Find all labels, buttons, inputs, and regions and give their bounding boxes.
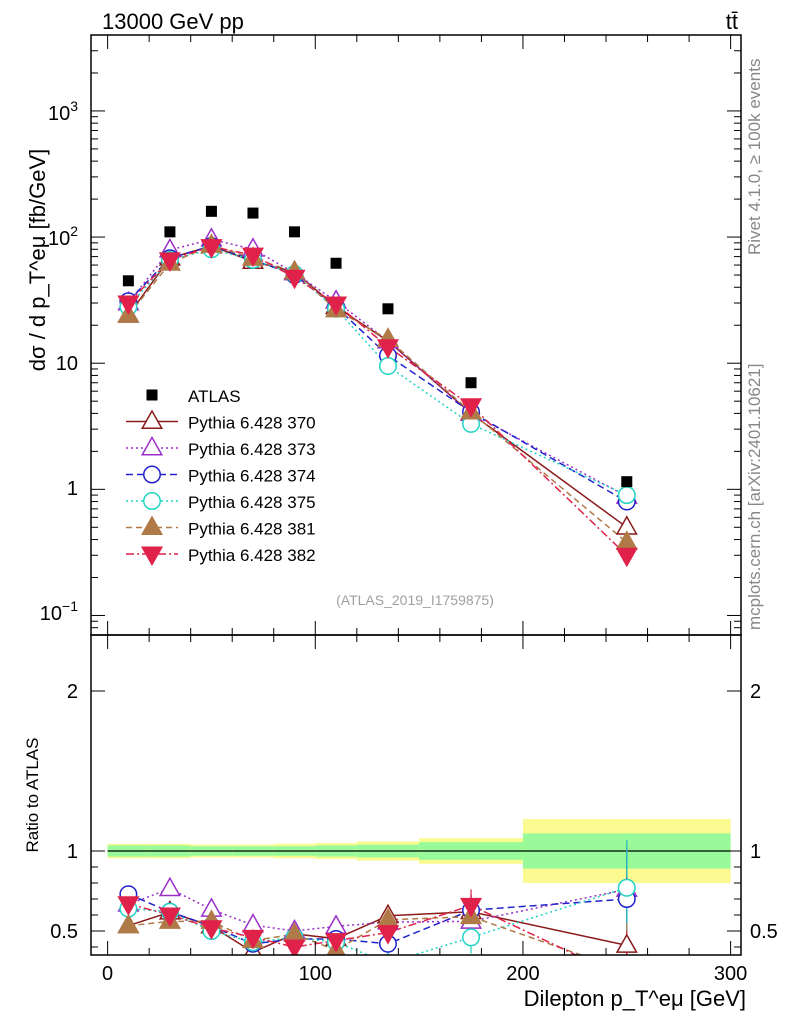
xtick-label: 100 — [299, 963, 332, 985]
header-energy-label: 13000 GeV pp — [102, 9, 244, 34]
ratio-marker-s373 — [158, 876, 181, 897]
ratio-ytick-label-right: 0.5 — [750, 921, 778, 943]
data-point-atlas — [122, 275, 134, 287]
legend-label-s382: Pythia 6.428 382 — [188, 546, 316, 565]
ratio-panel-frame — [90, 634, 742, 956]
legend-marker-s370 — [140, 409, 164, 429]
main-panel-series — [117, 205, 638, 568]
series-marker-s382 — [158, 252, 181, 272]
legend-label-s373: Pythia 6.428 373 — [188, 440, 316, 459]
ratio-panel-series — [117, 839, 638, 955]
ratio-marker-s375 — [617, 878, 636, 897]
legend-marker-s373 — [140, 435, 164, 456]
svg-text:Dilepton p_T^eμ [GeV]: Dilepton p_T^eμ [GeV] — [524, 986, 746, 1011]
legend-marker-s375 — [143, 492, 161, 510]
main-ylabel-text: dσ / d p_T^eμ [fb/GeV] — [25, 149, 50, 371]
series-marker-s382 — [325, 296, 348, 316]
ratio-line-s375 — [128, 887, 628, 955]
legend-label-s370: Pythia 6.428 370 — [188, 414, 316, 433]
ratio-ytick-label-left: 1 — [67, 841, 78, 863]
ratio-ytick-label-left: 0.5 — [50, 921, 78, 943]
legend-marker-s374 — [143, 465, 161, 484]
side-label-mcplots: mcplots.cern.ch [arXiv:2401.10621] — [745, 364, 764, 630]
series-marker-s382 — [459, 398, 483, 418]
svg-text:dσ / d p_T^eμ [fb/GeV]: dσ / d p_T^eμ [fb/GeV] — [25, 149, 50, 371]
series-marker-s382 — [615, 547, 638, 568]
series-marker-s382 — [376, 339, 400, 359]
x-tick-labels: 0 100 200 300 — [102, 963, 747, 985]
ratio-panel-bands — [107, 819, 731, 883]
main-panel-ticks — [91, 34, 741, 636]
analysis-watermark: (ATLAS_2019_I1759875) — [336, 592, 494, 608]
ytick-label-100: 102 — [48, 223, 78, 250]
ytick-label-1000: 103 — [48, 98, 78, 125]
xtick-label: 0 — [102, 963, 113, 985]
ratio-marker-s375 — [462, 928, 481, 947]
legend-marker-s381 — [140, 515, 164, 535]
series-line-s374 — [127, 245, 628, 503]
data-point-atlas — [382, 303, 394, 315]
series-line-s375 — [127, 248, 628, 496]
ratio-panel-ticks — [91, 635, 741, 955]
legend-label-s381: Pythia 6.428 381 — [188, 520, 316, 539]
legend-label-atlas: ATLAS — [188, 387, 241, 406]
ratio-series-group — [117, 839, 638, 955]
ratio-marker-s382 — [117, 896, 140, 916]
side-label-rivet: Rivet 4.1.0, ≥ 100k events — [745, 59, 764, 255]
legend-marker-atlas — [146, 389, 158, 401]
ratio-ytick-label-left: 2 — [67, 681, 78, 703]
legend-label-s374: Pythia 6.428 374 — [188, 467, 316, 486]
header-process-label: tt̄ — [726, 9, 738, 34]
series-marker-s375 — [617, 486, 636, 505]
ratio-line-s374 — [128, 893, 627, 945]
ratio-marker-s382 — [459, 897, 483, 918]
ratio-ylabel: Ratio to ATLAS — [23, 738, 42, 853]
series-marker-s382 — [241, 247, 265, 268]
series-marker-s382 — [200, 239, 223, 259]
data-point-atlas — [621, 476, 633, 488]
ratio-marker-s382 — [325, 933, 348, 953]
ratio-line-s373 — [128, 887, 627, 932]
ratio-marker-s382 — [158, 907, 181, 928]
ratio-ytick-label-right: 2 — [750, 681, 761, 703]
data-point-atlas — [164, 226, 176, 238]
legend-label-s375: Pythia 6.428 375 — [188, 493, 316, 512]
series-marker-s382 — [283, 269, 306, 290]
ratio-y-tick-labels: 0.5 0.5 1 1 2 2 — [50, 681, 778, 943]
legend-marker-s382 — [140, 546, 164, 567]
data-point-atlas — [289, 226, 301, 238]
xlabel-text: Dilepton p_T^eμ [GeV] — [524, 986, 746, 1011]
series-marker-s375 — [378, 357, 397, 376]
ratio-marker-s381 — [117, 913, 140, 934]
series-marker-s382 — [117, 295, 140, 316]
main-panel-frame — [90, 34, 742, 636]
main-y-axis-label: dσ / d p_T^eμ [fb/GeV] — [25, 149, 50, 371]
ytick-label-10: 10 — [56, 353, 78, 375]
ratio-marker-s370 — [615, 933, 638, 953]
data-point-atlas — [205, 205, 217, 217]
xtick-label: 300 — [714, 963, 747, 985]
data-point-atlas — [330, 257, 342, 269]
ytick-label-1: 1 — [67, 478, 78, 500]
ratio-marker-s382 — [200, 920, 223, 940]
ytick-label-0.1: 10−1 — [40, 598, 78, 625]
ratio-marker-s382 — [376, 925, 400, 945]
x-axis-label: Dilepton p_T^eμ [GeV] — [524, 986, 746, 1011]
data-point-atlas — [247, 207, 259, 219]
series-line-s381 — [127, 244, 628, 543]
ratio-ytick-label-right: 1 — [750, 841, 761, 863]
data-point-atlas — [465, 377, 477, 389]
legend: ATLAS Pythia 6.428 370 Pythia 6.428 373 Pyt… — [126, 387, 316, 567]
ratio-marker-s382 — [241, 929, 265, 950]
ratio-marker-s382 — [283, 939, 306, 955]
xtick-label: 200 — [506, 963, 539, 985]
